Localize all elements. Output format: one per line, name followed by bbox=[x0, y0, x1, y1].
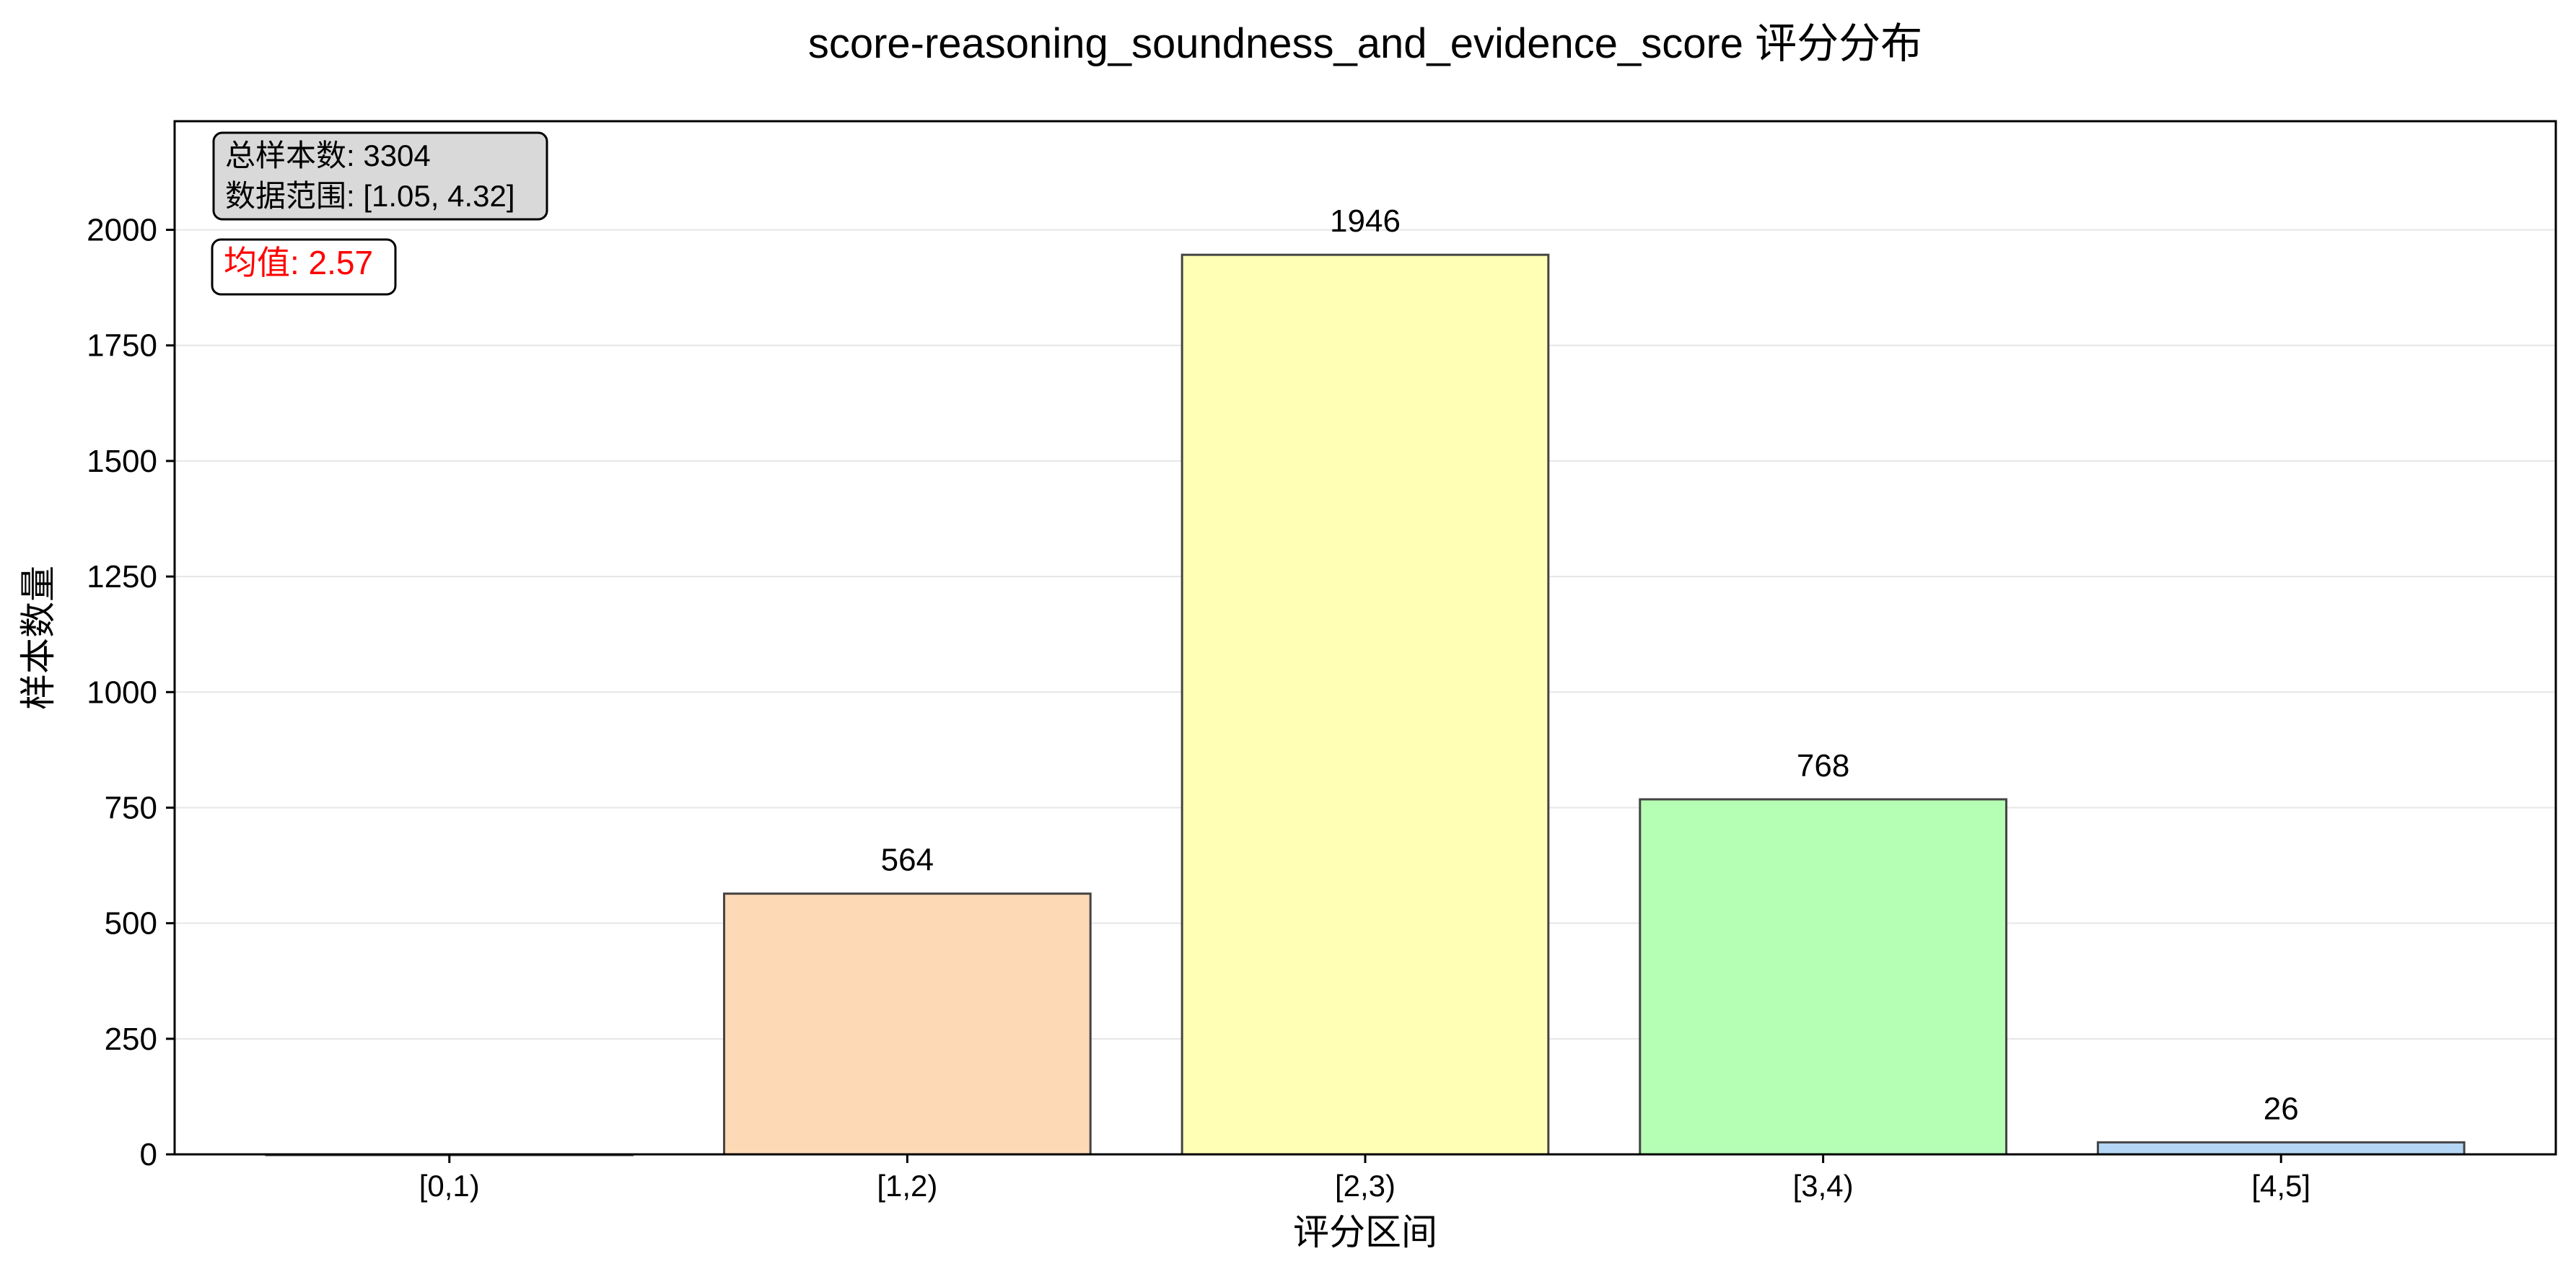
chart-title: score-reasoning_soundness_and_evidence_s… bbox=[808, 20, 1922, 67]
bars-layer: 564 1946 768 26 bbox=[265, 203, 2466, 1157]
x-tick-label: [2,3) bbox=[1335, 1169, 1396, 1203]
x-axis-label: 评分区间 bbox=[1293, 1212, 1437, 1252]
y-tick-label: 500 bbox=[105, 906, 157, 942]
bar-value-label: 564 bbox=[881, 843, 934, 878]
x-tick-label: [1,2) bbox=[877, 1169, 937, 1203]
bar-3 bbox=[1639, 798, 2007, 1156]
y-tick-label: 1500 bbox=[87, 444, 157, 479]
info-box: 总样本数: 3304 数据范围: [1.05, 4.32] bbox=[212, 131, 548, 221]
data-range-text: 数据范围: [1.05, 4.32] bbox=[225, 179, 515, 213]
y-tick-label: 1750 bbox=[87, 328, 157, 364]
y-tick-label: 750 bbox=[105, 790, 157, 825]
bar-value-label: 1946 bbox=[1330, 203, 1401, 239]
mean-text: 均值: 2.57 bbox=[224, 244, 373, 281]
y-ticks: 0 250 500 750 1000 1250 1500 1750 2000 bbox=[87, 213, 175, 1172]
y-tick-label: 250 bbox=[105, 1022, 157, 1057]
x-tick-label: [0,1) bbox=[419, 1169, 480, 1203]
mean-box: 均值: 2.57 bbox=[211, 238, 397, 296]
total-samples-text: 总样本数: 3304 bbox=[225, 139, 431, 172]
y-tick-label: 0 bbox=[140, 1137, 157, 1172]
bar-1 bbox=[723, 892, 1092, 1156]
bar-2 bbox=[1180, 253, 1550, 1156]
x-tick-label: [4,5] bbox=[2251, 1169, 2310, 1203]
x-ticks: [0,1) [1,2) [2,3) [3,4) [4,5] bbox=[419, 1154, 2310, 1203]
mean-box-background bbox=[211, 238, 397, 296]
bar-4 bbox=[2096, 1141, 2466, 1156]
y-tick-label: 1000 bbox=[87, 675, 157, 710]
bar-value-label: 768 bbox=[1797, 748, 1849, 784]
y-axis-label: 样本数量 bbox=[18, 566, 58, 710]
y-tick-label: 2000 bbox=[87, 213, 157, 248]
x-tick-label: [3,4) bbox=[1793, 1169, 1854, 1203]
info-box-background bbox=[212, 131, 548, 221]
bar-value-label: 26 bbox=[2264, 1091, 2299, 1126]
y-tick-label: 1250 bbox=[87, 559, 157, 594]
